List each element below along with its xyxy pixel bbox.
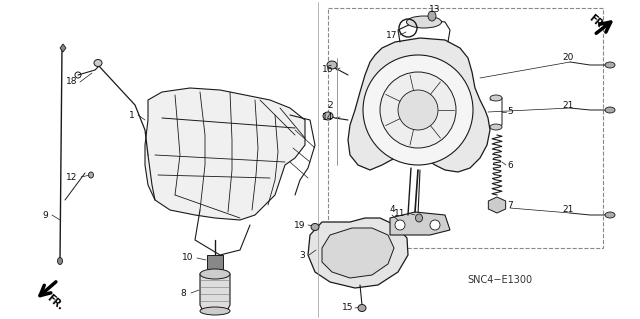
Bar	[210, 269, 220, 274]
Polygon shape	[308, 218, 408, 288]
Ellipse shape	[406, 16, 442, 28]
Text: 9: 9	[42, 211, 48, 219]
Text: 19: 19	[294, 220, 306, 229]
Text: FR.: FR.	[587, 12, 607, 32]
Text: 5: 5	[507, 108, 513, 116]
Text: 17: 17	[387, 31, 397, 40]
Bar	[207, 255, 223, 269]
Ellipse shape	[200, 307, 230, 315]
Ellipse shape	[415, 214, 422, 222]
Circle shape	[363, 55, 473, 165]
Text: 11: 11	[394, 209, 406, 218]
Ellipse shape	[88, 172, 93, 178]
Text: 21: 21	[563, 100, 573, 109]
Text: 4: 4	[389, 205, 395, 214]
Ellipse shape	[605, 107, 615, 113]
Text: 13: 13	[429, 5, 441, 14]
Ellipse shape	[311, 224, 319, 231]
Text: 15: 15	[342, 303, 354, 313]
Text: 7: 7	[507, 201, 513, 210]
Ellipse shape	[605, 212, 615, 218]
Ellipse shape	[327, 61, 337, 69]
Text: 8: 8	[180, 288, 186, 298]
Text: 12: 12	[67, 173, 77, 182]
Ellipse shape	[358, 305, 366, 311]
Ellipse shape	[200, 269, 230, 279]
Polygon shape	[322, 228, 394, 278]
Text: 14: 14	[323, 114, 333, 122]
Ellipse shape	[94, 60, 102, 66]
Ellipse shape	[605, 62, 615, 68]
Polygon shape	[145, 88, 305, 220]
Bar	[328, 8, 603, 248]
Ellipse shape	[58, 257, 63, 264]
Circle shape	[395, 220, 405, 230]
Text: 20: 20	[563, 54, 573, 63]
Circle shape	[430, 220, 440, 230]
Ellipse shape	[490, 199, 504, 211]
Circle shape	[398, 90, 438, 130]
Ellipse shape	[490, 95, 502, 101]
Text: SNC4−E1300: SNC4−E1300	[467, 275, 532, 285]
Polygon shape	[60, 44, 66, 52]
Text: 16: 16	[323, 65, 333, 75]
Text: 3: 3	[299, 250, 305, 259]
Polygon shape	[488, 197, 506, 213]
Ellipse shape	[428, 11, 436, 21]
Text: 21: 21	[563, 205, 573, 214]
Ellipse shape	[490, 124, 502, 130]
Polygon shape	[390, 212, 450, 235]
Ellipse shape	[323, 112, 333, 120]
Text: 10: 10	[182, 254, 194, 263]
Circle shape	[380, 72, 456, 148]
Text: 6: 6	[507, 160, 513, 169]
Polygon shape	[200, 274, 230, 313]
Text: 2: 2	[327, 100, 333, 109]
Text: FR.: FR.	[45, 293, 65, 312]
Text: 18: 18	[67, 78, 77, 86]
Text: 1: 1	[129, 110, 135, 120]
Polygon shape	[348, 38, 490, 172]
